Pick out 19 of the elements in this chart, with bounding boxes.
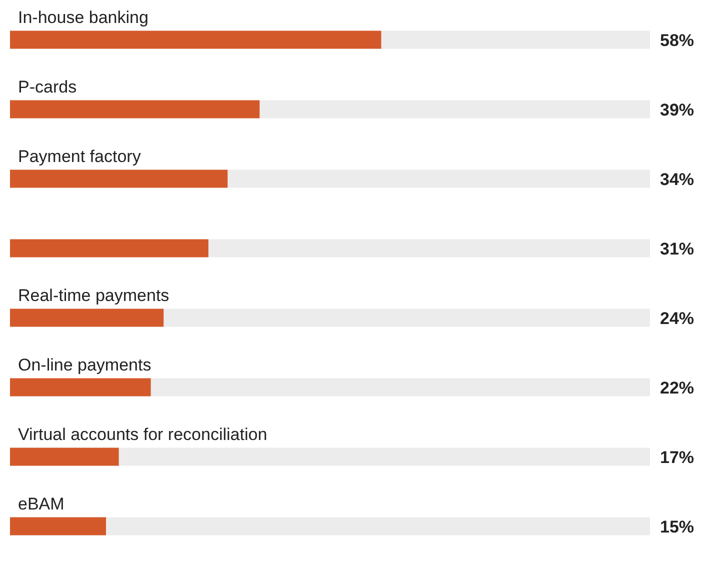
y-tick-label: Real-time payments <box>18 286 170 305</box>
bar <box>10 517 106 536</box>
data-label: 31% <box>660 239 694 258</box>
data-label: 15% <box>660 517 694 536</box>
y-tick-label: eBAM <box>18 494 64 514</box>
data-label: 34% <box>660 170 694 189</box>
y-tick-label: Payment factory <box>18 146 142 166</box>
bar <box>10 378 151 396</box>
y-tick-label: In-house banking <box>18 8 148 27</box>
data-label: 24% <box>660 308 694 328</box>
data-label: 22% <box>660 378 694 398</box>
data-label: 58% <box>660 30 694 50</box>
bar <box>10 448 119 466</box>
data-label: 39% <box>660 100 694 120</box>
y-tick-label: P-cards <box>18 77 77 96</box>
data-label: 17% <box>660 448 694 467</box>
y-tick-label: On-line payments <box>18 355 152 374</box>
bar <box>10 308 164 327</box>
y-tick-label: Virtual accounts for reconciliation <box>18 424 268 444</box>
